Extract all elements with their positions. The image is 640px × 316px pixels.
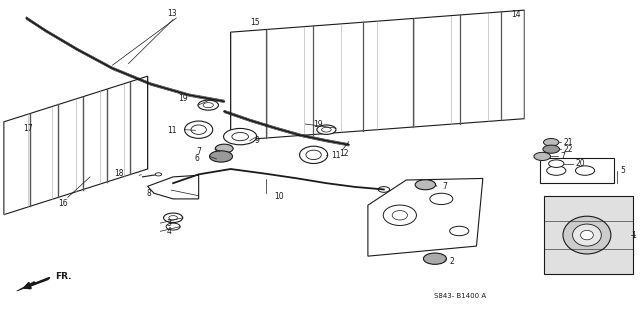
Ellipse shape: [198, 100, 218, 110]
Ellipse shape: [450, 226, 468, 236]
Ellipse shape: [209, 151, 232, 162]
Text: 7: 7: [442, 182, 447, 191]
Ellipse shape: [543, 145, 559, 153]
Ellipse shape: [424, 253, 447, 264]
Ellipse shape: [430, 193, 453, 204]
Ellipse shape: [232, 132, 248, 141]
Polygon shape: [543, 196, 633, 274]
Ellipse shape: [156, 173, 162, 176]
Polygon shape: [368, 179, 483, 256]
Text: FR.: FR.: [55, 272, 72, 282]
Text: 9: 9: [255, 136, 260, 145]
Text: 5: 5: [621, 166, 626, 175]
Ellipse shape: [166, 223, 180, 230]
Ellipse shape: [164, 213, 182, 222]
Text: 2: 2: [450, 257, 454, 266]
Text: 4: 4: [167, 227, 172, 236]
Ellipse shape: [573, 224, 602, 246]
Text: 16: 16: [58, 199, 68, 208]
Text: 12: 12: [339, 149, 349, 158]
Text: 18: 18: [115, 169, 124, 178]
Text: 14: 14: [511, 10, 521, 19]
Ellipse shape: [580, 230, 593, 240]
Text: S843- B1400 A: S843- B1400 A: [435, 294, 486, 300]
Text: 19: 19: [314, 119, 323, 129]
Polygon shape: [4, 76, 148, 215]
Ellipse shape: [168, 180, 179, 186]
Ellipse shape: [203, 103, 213, 108]
Text: 6: 6: [194, 155, 199, 163]
Ellipse shape: [383, 205, 417, 226]
Text: 13: 13: [167, 9, 177, 18]
Text: 17: 17: [23, 124, 33, 133]
Polygon shape: [148, 175, 198, 199]
Ellipse shape: [575, 166, 595, 175]
Ellipse shape: [392, 210, 408, 220]
Text: 20: 20: [575, 159, 585, 168]
Polygon shape: [540, 158, 614, 183]
Text: 21: 21: [564, 138, 573, 147]
Text: 7: 7: [196, 147, 201, 156]
Text: 19: 19: [178, 94, 188, 103]
Text: 15: 15: [250, 18, 259, 27]
Ellipse shape: [215, 144, 233, 153]
Ellipse shape: [300, 146, 328, 163]
Ellipse shape: [317, 125, 336, 134]
Ellipse shape: [306, 150, 321, 160]
Text: 10: 10: [274, 192, 284, 201]
Ellipse shape: [169, 216, 177, 220]
Text: 8: 8: [147, 189, 152, 198]
Text: 11: 11: [167, 126, 176, 135]
Text: 3: 3: [167, 219, 172, 228]
Ellipse shape: [543, 138, 559, 146]
Ellipse shape: [184, 121, 212, 138]
Ellipse shape: [191, 125, 206, 134]
Ellipse shape: [378, 187, 390, 192]
Text: 1: 1: [631, 231, 636, 240]
Ellipse shape: [548, 160, 564, 167]
Ellipse shape: [415, 180, 436, 190]
Text: 7: 7: [561, 152, 566, 161]
Text: 11: 11: [331, 151, 340, 160]
Ellipse shape: [563, 216, 611, 254]
Text: 22: 22: [564, 145, 573, 154]
Ellipse shape: [223, 128, 257, 145]
Ellipse shape: [321, 127, 331, 132]
Ellipse shape: [547, 166, 566, 175]
Polygon shape: [230, 10, 524, 141]
Polygon shape: [17, 282, 38, 291]
Ellipse shape: [534, 152, 550, 161]
